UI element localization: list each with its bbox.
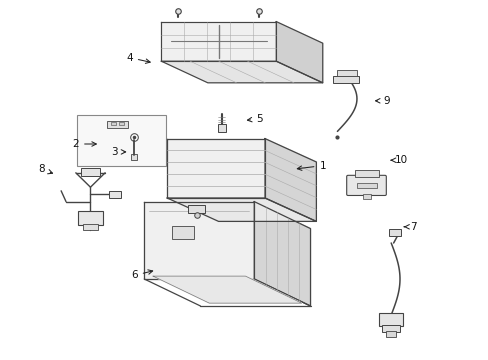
Text: 2: 2 (72, 139, 96, 149)
Bar (77, 115, 166, 166)
Bar (81, 168, 100, 176)
Polygon shape (264, 139, 316, 221)
Text: 9: 9 (375, 96, 389, 106)
Text: 1: 1 (297, 161, 325, 171)
Bar (78, 211, 102, 225)
Text: 10: 10 (390, 155, 407, 165)
Polygon shape (161, 61, 322, 83)
Bar (107, 121, 127, 128)
Bar (386, 331, 395, 337)
Text: 5: 5 (247, 114, 262, 124)
Text: 4: 4 (126, 53, 150, 63)
Bar (109, 191, 121, 198)
Polygon shape (167, 198, 316, 221)
Bar (378, 313, 403, 326)
Text: 7: 7 (404, 222, 416, 232)
Bar (83, 224, 98, 230)
Polygon shape (161, 22, 276, 61)
Bar (356, 183, 376, 188)
Bar (187, 205, 205, 213)
FancyBboxPatch shape (346, 175, 386, 195)
Bar (362, 194, 370, 199)
Text: 6: 6 (131, 270, 152, 280)
Bar (354, 170, 378, 177)
Bar (111, 122, 116, 125)
Polygon shape (254, 202, 310, 306)
Polygon shape (153, 276, 301, 303)
Bar (382, 325, 399, 332)
Text: 3: 3 (111, 147, 125, 157)
Polygon shape (167, 139, 264, 198)
Polygon shape (276, 22, 322, 83)
Bar (388, 229, 400, 236)
Bar (332, 76, 359, 83)
Text: 8: 8 (38, 164, 52, 174)
Polygon shape (144, 202, 254, 279)
Bar (119, 122, 123, 125)
Bar (171, 226, 193, 239)
Bar (337, 70, 356, 76)
